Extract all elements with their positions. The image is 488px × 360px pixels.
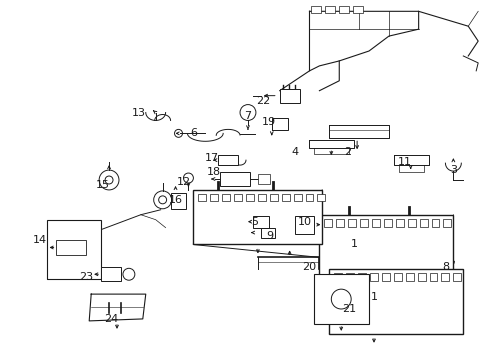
Bar (371, 219, 379, 227)
Text: 12: 12 (176, 177, 190, 187)
Text: 1: 1 (370, 292, 377, 302)
Bar (269, 194, 277, 201)
Bar (452, 273, 460, 281)
Text: 18: 18 (207, 167, 221, 177)
Bar (405, 273, 413, 281)
Bar (347, 219, 355, 227)
Bar (56, 239, 86, 255)
Bar (260, 228, 274, 238)
Bar (417, 273, 425, 281)
Bar (357, 273, 366, 281)
Bar (383, 219, 391, 227)
Text: 2: 2 (343, 147, 350, 157)
Bar (395, 219, 403, 227)
Bar (193, 190, 322, 244)
Text: 10: 10 (297, 217, 311, 227)
Text: 24: 24 (104, 314, 118, 324)
Bar (257, 194, 265, 201)
Text: 22: 22 (255, 96, 269, 105)
Text: 16: 16 (168, 195, 182, 205)
Bar (220, 172, 249, 186)
Bar (305, 194, 313, 201)
Bar (294, 216, 314, 234)
Text: 19: 19 (261, 117, 275, 127)
Bar (381, 273, 389, 281)
Bar (346, 273, 353, 281)
Bar (336, 219, 344, 227)
Text: 15: 15 (96, 180, 110, 190)
Bar (198, 194, 206, 201)
Bar (271, 118, 287, 130)
Text: 3: 3 (449, 165, 456, 175)
Bar (210, 194, 218, 201)
Text: 7: 7 (244, 112, 251, 121)
Bar (218, 155, 238, 165)
Bar (317, 194, 325, 201)
Bar (311, 6, 321, 13)
Bar (359, 219, 367, 227)
Text: 20: 20 (302, 262, 316, 272)
Text: 21: 21 (342, 304, 356, 314)
Bar (279, 89, 299, 103)
Bar (222, 194, 230, 201)
Text: 5: 5 (251, 217, 258, 227)
Bar (419, 219, 427, 227)
Bar (441, 273, 448, 281)
Bar (325, 6, 335, 13)
Bar (431, 219, 439, 227)
Bar (407, 219, 415, 227)
Bar (170, 193, 186, 209)
Bar (234, 194, 242, 201)
Text: 1: 1 (350, 239, 357, 249)
Bar (352, 6, 362, 13)
Bar (293, 194, 301, 201)
Bar (334, 273, 342, 281)
Bar (46, 220, 101, 279)
Bar (339, 6, 348, 13)
Text: 23: 23 (79, 272, 93, 282)
Bar (314, 274, 368, 324)
Bar (319, 215, 452, 279)
Text: 9: 9 (265, 230, 273, 240)
Bar (328, 269, 462, 334)
Bar (369, 273, 377, 281)
Text: 14: 14 (33, 234, 46, 244)
Bar (428, 273, 437, 281)
Bar (245, 194, 253, 201)
Bar (257, 174, 269, 184)
Bar (393, 273, 401, 281)
Text: 8: 8 (441, 262, 448, 272)
Bar (281, 194, 289, 201)
Text: 11: 11 (397, 157, 411, 167)
Text: 6: 6 (189, 129, 197, 138)
Text: 4: 4 (290, 147, 298, 157)
Bar (324, 219, 332, 227)
Bar (252, 216, 268, 228)
Text: 17: 17 (205, 153, 219, 163)
Bar (101, 267, 121, 281)
Text: 13: 13 (132, 108, 145, 117)
Bar (443, 219, 450, 227)
